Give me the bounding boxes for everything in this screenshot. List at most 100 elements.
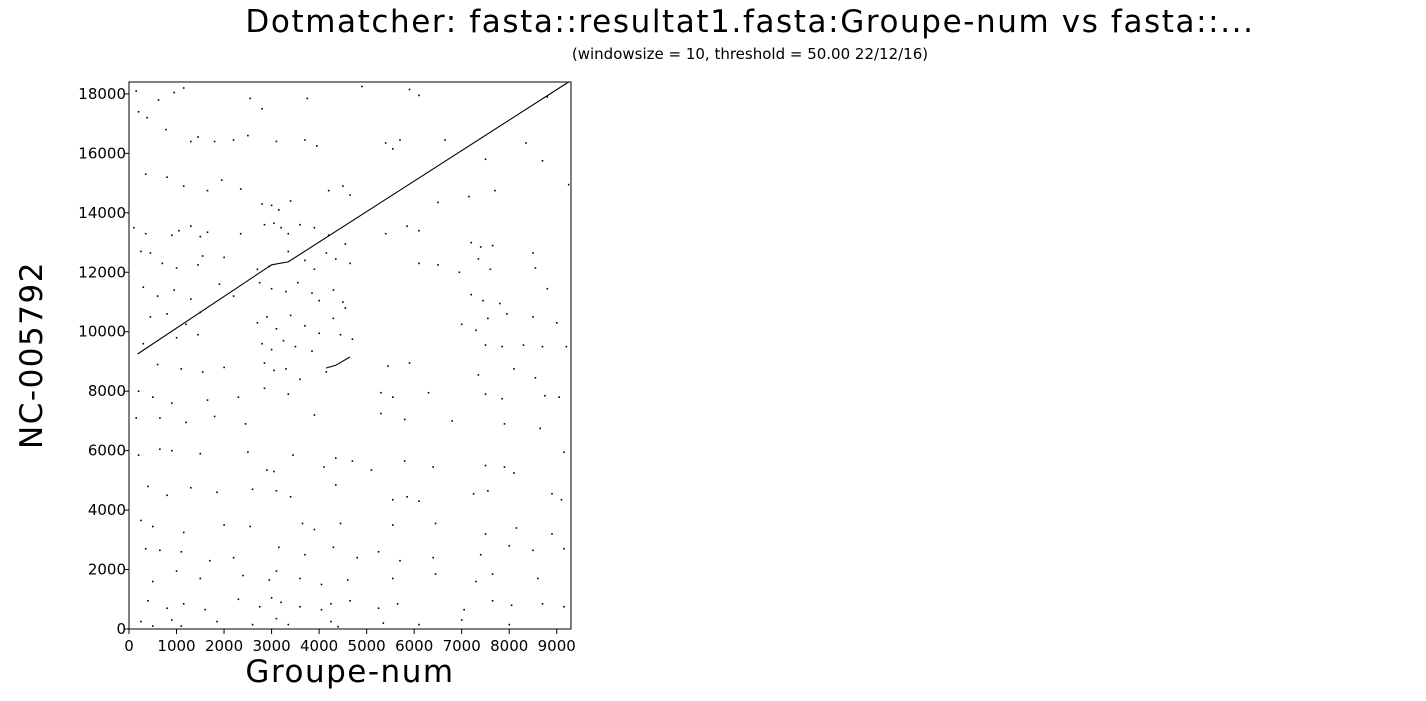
match-dot — [349, 262, 351, 265]
match-dot — [537, 577, 539, 580]
match-dot — [171, 619, 173, 621]
match-dot — [190, 487, 192, 489]
match-dot — [299, 606, 301, 608]
match-dot — [133, 226, 135, 229]
match-dot — [237, 396, 240, 398]
match-dot — [292, 454, 294, 456]
match-dot — [201, 255, 204, 257]
match-dot — [477, 374, 480, 376]
match-dot — [180, 551, 183, 553]
match-dot — [251, 488, 254, 491]
match-dot — [280, 226, 282, 229]
match-dot — [175, 267, 178, 269]
match-dot — [418, 94, 420, 97]
match-dot — [346, 579, 349, 581]
match-dot — [534, 267, 537, 269]
match-dot — [313, 226, 316, 229]
match-dot — [320, 608, 323, 611]
match-dot — [287, 232, 290, 235]
match-dot — [544, 394, 546, 397]
match-dot — [278, 546, 280, 549]
match-dot — [263, 223, 266, 226]
match-dot — [532, 316, 534, 318]
match-dot — [382, 622, 385, 624]
match-dot — [418, 623, 420, 626]
match-dot — [332, 546, 335, 549]
match-dot — [175, 336, 178, 339]
match-dot — [232, 295, 235, 297]
match-dot — [251, 623, 254, 626]
match-dot — [380, 391, 382, 394]
match-dot — [311, 350, 313, 352]
match-dot — [513, 368, 515, 370]
match-dot — [261, 108, 263, 110]
match-dot — [232, 556, 235, 559]
match-dot — [392, 577, 394, 580]
match-dot — [304, 325, 306, 327]
match-dot — [501, 397, 503, 400]
match-dot — [294, 345, 297, 348]
match-dot — [344, 307, 347, 309]
match-dot — [220, 179, 223, 181]
match-dot — [147, 600, 149, 602]
match-dot — [508, 545, 511, 547]
y-tick-label: 0 — [116, 620, 126, 638]
match-dot — [437, 264, 439, 266]
match-dot — [327, 189, 330, 192]
match-dot — [289, 314, 292, 317]
match-dot — [313, 528, 316, 531]
match-dot — [418, 262, 420, 265]
match-dot — [551, 493, 553, 495]
match-dot — [491, 573, 494, 575]
match-dot — [567, 183, 570, 186]
match-dot — [501, 345, 503, 348]
match-dot — [261, 203, 263, 205]
match-dot — [301, 522, 304, 525]
match-dot — [427, 391, 430, 394]
match-dot — [479, 246, 482, 248]
match-dot — [273, 369, 275, 372]
match-dot — [318, 299, 320, 302]
match-dot — [152, 625, 154, 627]
match-dot — [541, 603, 544, 605]
match-dot — [266, 469, 268, 471]
match-dot — [479, 553, 482, 556]
y-axis: 0 2000 4000 6000 8000 10000 12000 14000 16000 180… — [78, 85, 129, 638]
match-dot — [223, 256, 225, 259]
match-dot — [406, 225, 408, 227]
match-dot — [335, 484, 337, 486]
match-dot — [180, 368, 183, 370]
match-dot — [463, 608, 465, 611]
match-dot — [263, 362, 266, 364]
match-dot — [484, 464, 487, 467]
match-dot — [171, 402, 173, 404]
match-dot — [565, 345, 568, 348]
match-dot — [451, 420, 453, 422]
match-dot — [434, 573, 437, 575]
match-dot — [349, 600, 351, 602]
x-tick-label: 9000 — [538, 637, 576, 655]
match-dot — [525, 142, 527, 144]
match-dot — [261, 342, 263, 345]
match-dot — [470, 293, 472, 296]
match-dot — [173, 289, 175, 291]
match-dot — [330, 603, 332, 605]
match-dot — [140, 519, 142, 522]
match-dot — [487, 317, 489, 320]
match-dot — [166, 494, 168, 497]
x-tick-label: 5000 — [348, 637, 386, 655]
match-dot — [142, 342, 145, 345]
match-dot — [275, 490, 278, 492]
match-dot — [190, 298, 192, 300]
match-dot — [232, 139, 235, 141]
match-dot — [541, 160, 544, 162]
match-dot — [482, 299, 484, 302]
match-dot — [135, 417, 137, 419]
match-dot — [332, 289, 335, 291]
match-dot — [270, 597, 273, 599]
match-dot — [408, 362, 411, 364]
match-dot — [477, 258, 480, 260]
match-dot — [190, 140, 192, 143]
match-dot — [513, 472, 515, 474]
y-tick-label: 18000 — [78, 85, 126, 103]
